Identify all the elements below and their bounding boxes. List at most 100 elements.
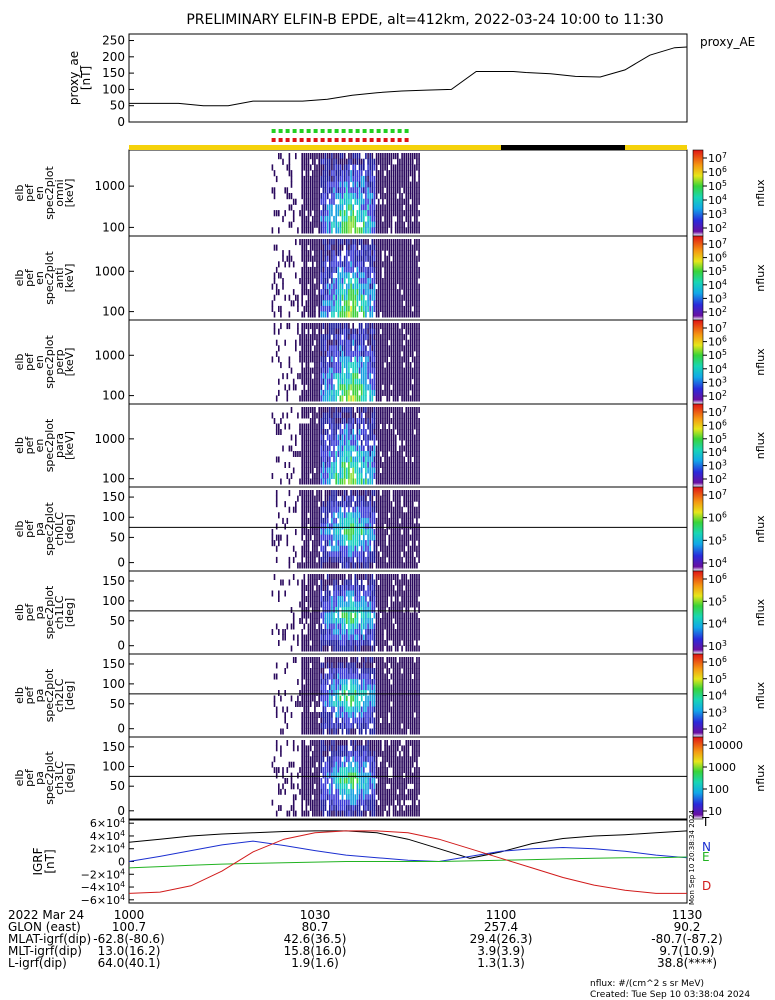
spectrogram-cell [352,423,354,430]
spectrogram-cell [337,445,340,452]
spectrogram-cell [314,153,316,160]
spectrogram-cell [350,244,352,251]
spectrogram-cell [401,451,403,457]
spectrogram-cell [358,153,361,160]
spectrogram-cell [303,175,306,183]
spectrogram-cell [405,227,408,234]
spectrogram-cell [414,164,416,171]
spectrogram-cell [409,423,412,430]
spectrogram-cell [367,198,369,205]
spectrogram-cell [401,339,403,346]
spectrogram-cell [333,423,335,430]
spectrogram-cell [299,239,301,246]
spectrogram-cell [392,289,395,296]
spectrogram-cell [377,278,380,285]
spectrogram-cell [399,164,401,171]
spectrogram-cell [418,164,420,171]
spectrogram-cell [275,706,278,713]
spectrogram-cell [309,300,312,307]
spectrogram-cell [301,579,303,586]
colorbar-label: nflux [754,179,767,207]
spectrogram-cell [352,261,354,268]
spectrogram-cell [320,367,323,374]
spectrogram-cell [390,612,393,619]
spectrogram-cell [348,501,350,508]
spectrogram-cell [314,255,316,262]
spectrogram-cell [363,362,365,369]
spectrogram-cell [382,311,384,318]
spectrogram-cell [407,289,410,296]
spectrogram-cell [363,506,365,513]
spectrogram-cell [382,345,384,352]
spectrogram-cell [363,429,365,435]
spectrogram-cell [322,289,325,296]
spectrogram-cell [305,407,308,413]
spectrogram-cell [382,175,384,183]
spectrogram-cell [375,501,378,508]
spectrogram-cell [373,389,376,396]
spectrogram-cell [399,429,401,435]
spectrogram-cell [305,440,308,446]
spectrogram-cell [335,305,337,312]
spectrogram-cell [358,350,361,357]
spectrogram-cell [337,551,340,558]
y-tick-label: 1000 [94,348,125,362]
spectrogram-cell [403,574,405,580]
spectrogram-cell [411,395,414,402]
spectrogram-cell [335,283,337,290]
spectrogram-cell [386,512,388,519]
spectrogram-cell [322,356,325,363]
spectrogram-cell [394,407,397,413]
spectrogram-cell [411,181,414,188]
spectrogram-cell [363,255,365,262]
spectrogram-cell [292,384,295,391]
spectrogram-cell [411,490,414,497]
spectrogram-cell [339,596,342,602]
spectrogram-cell [384,462,386,468]
spectrogram-cell [341,673,344,680]
spectrogram-cell [384,456,386,463]
spectrogram-cell [333,158,335,165]
spectrogram-cell [392,478,395,485]
spectrogram-cell [354,294,357,301]
spectrogram-cell [309,440,312,446]
spectrogram-cell [360,278,363,285]
spectrogram-cell [388,187,391,194]
spectrogram-cell [363,545,365,552]
spectrogram-cell [407,612,410,619]
spectrogram-cell [375,612,378,619]
spectrogram-cell [307,272,310,279]
spectrogram-cell [416,244,418,251]
spectrogram-cell [335,490,337,497]
spectrogram-cell [348,289,350,296]
spectrogram-panel-7: 150100500elbpefpaspec2plotch2LC[deg]1061… [13,653,767,738]
spectrogram-cell [320,323,323,330]
spectrogram-cell [397,158,399,165]
spectrogram-cell [416,158,418,165]
spectrogram-cell [326,395,329,402]
spectrogram-cell [301,467,303,474]
spectrogram-cell [297,323,299,330]
spectrogram-cell [367,283,369,290]
spectrogram-cell [318,294,320,301]
spectrogram-cell [373,272,376,279]
spectrogram-cell [416,545,418,552]
spectrogram-cell [369,334,371,341]
spectrogram-cell [414,362,416,369]
spectrogram-cell [358,378,361,385]
spectrogram-cell [314,423,316,430]
spectrogram-cell [356,607,359,613]
spectrogram-cell [343,490,346,497]
spectrogram-cell [377,623,380,630]
spectrogram-cell [341,712,344,718]
spectrogram-cell [303,623,306,630]
spectrogram-cell [382,423,384,430]
spectrogram-cell [392,574,395,580]
spectrogram-cell [414,187,416,194]
spectrogram-cell [346,289,348,296]
spectrogram-cell [312,645,314,652]
spectrogram-cell [373,244,376,251]
spectrogram-cell [407,545,410,552]
spectrogram-cell [367,585,369,591]
spectrogram-cell [407,596,410,602]
